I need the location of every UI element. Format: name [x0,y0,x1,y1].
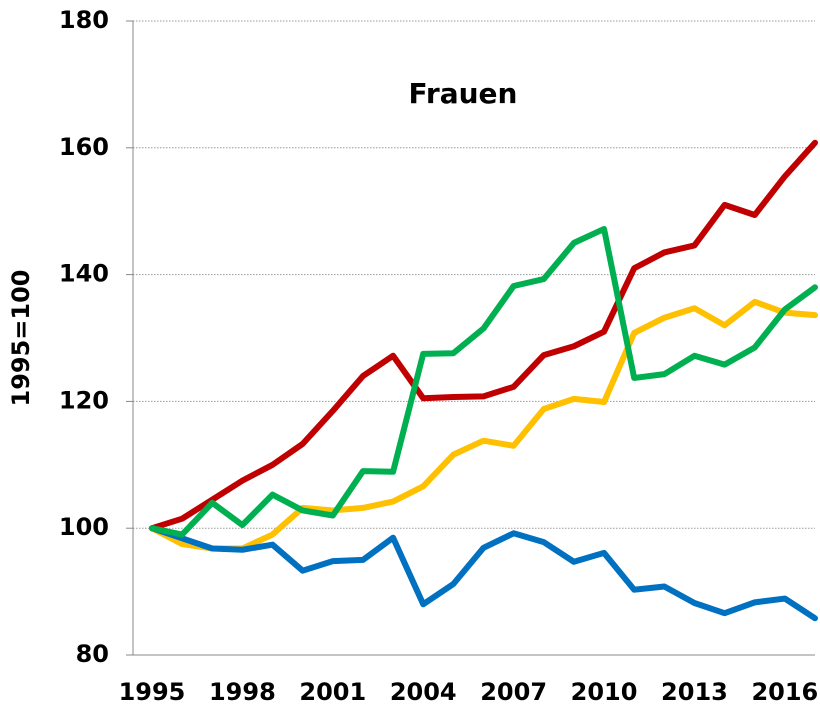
y-tick-label: 120 [59,386,109,414]
x-tick-label: 2004 [390,678,457,706]
x-tick-label: 2001 [299,678,366,706]
y-tick-label: 140 [59,260,109,288]
line-series [148,525,818,622]
y-tick-label: 100 [59,513,109,541]
line-series [148,139,818,532]
y-axis-label: 1995=100 [7,269,35,406]
x-tick-label: 1995 [119,678,186,706]
x-tick-label: 2013 [661,678,728,706]
line-series [148,298,818,552]
x-tick-label: 1998 [209,678,276,706]
chart-title: Frauen [409,77,518,110]
y-tick-label: 180 [59,6,109,34]
x-tick-label: 2007 [480,678,547,706]
y-tick-label: 160 [59,133,109,161]
y-tick-label: 80 [76,640,109,668]
line-series [148,225,818,538]
x-tick-label: 2010 [571,678,638,706]
x-tick-label: 2016 [751,678,818,706]
